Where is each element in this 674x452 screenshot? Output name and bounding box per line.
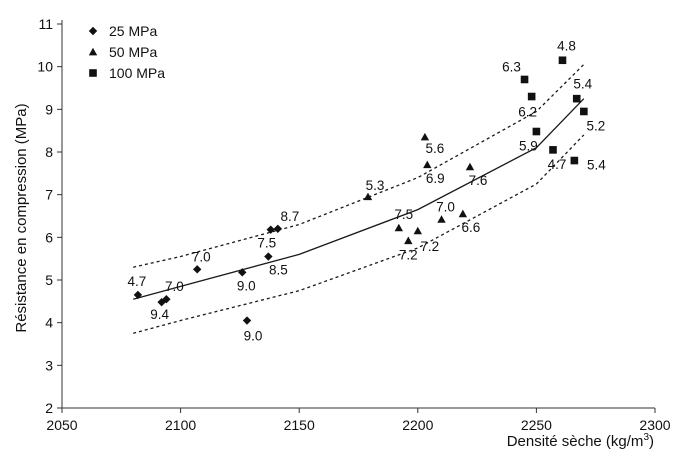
x-tick-label: 2050: [46, 417, 77, 433]
point-label: 8.5: [269, 263, 288, 278]
data-point-square: [558, 56, 567, 65]
y-tick-label: 4: [45, 315, 53, 331]
legend-label: 100 MPa: [109, 65, 165, 81]
legend-label: 25 MPa: [109, 23, 157, 39]
data-point-triangle: [437, 215, 446, 223]
point-label: 5.2: [586, 118, 605, 133]
point-label: 7.2: [420, 239, 439, 254]
point-label: 6.6: [461, 220, 480, 235]
point-label: 4.7: [548, 157, 567, 172]
y-tick-label: 7: [45, 187, 53, 203]
legend-label: 50 MPa: [109, 44, 157, 60]
data-point-square: [549, 146, 557, 154]
point-label: 7.0: [165, 279, 184, 294]
x-tick-label: 2300: [639, 417, 670, 433]
point-label: 5.6: [426, 141, 445, 156]
y-tick-label: 5: [45, 272, 53, 288]
data-point-triangle: [420, 132, 430, 141]
data-point-triangle: [465, 162, 475, 171]
upper-confidence-curve: [133, 64, 585, 268]
data-point-diamond: [133, 290, 143, 300]
point-label: 7.2: [399, 248, 418, 263]
data-point-square: [572, 94, 581, 103]
y-tick-label: 6: [45, 229, 53, 245]
point-label: 7.6: [469, 173, 488, 188]
data-point-triangle: [458, 209, 468, 218]
point-label: 9.0: [244, 329, 263, 344]
y-axis-label: Résistance en compression (MPa): [13, 103, 30, 332]
x-tick-label: 2200: [402, 417, 433, 433]
point-label: 6.9: [426, 171, 445, 186]
point-label: 4.8: [557, 38, 576, 53]
data-point-square: [527, 92, 536, 101]
data-point-square: [532, 127, 541, 136]
lower-confidence-curve: [133, 134, 585, 334]
data-point-diamond: [264, 252, 273, 261]
data-point-diamond: [242, 316, 252, 325]
x-tick-label: 2100: [165, 417, 196, 433]
point-label: 7.5: [394, 207, 413, 222]
data-point-diamond: [162, 295, 171, 304]
y-tick-label: 3: [45, 357, 53, 373]
x-axis-label-main: Densité sèche (kg/m: [507, 433, 644, 450]
x-axis-label: Densité sèche (kg/m3): [507, 432, 654, 450]
point-label: 9.4: [150, 307, 169, 322]
x-axis: 2050 2100 2150 2200 2250 2300: [46, 407, 671, 433]
point-label: 6.3: [502, 59, 521, 74]
point-label: 5.4: [587, 158, 606, 173]
y-tick-label: 9: [45, 101, 53, 117]
x-axis-label-superscript: 3: [643, 432, 649, 443]
y-tick-label: 10: [37, 59, 53, 75]
point-label: 5.4: [573, 77, 592, 92]
data-point-diamond: [273, 224, 283, 233]
data-point-triangle: [413, 226, 422, 235]
data-point-diamond: [238, 268, 247, 277]
data-point-square: [570, 156, 579, 165]
y-tick-label: 8: [45, 144, 53, 160]
point-label: 8.7: [280, 209, 299, 224]
legend-marker-square: [89, 69, 97, 77]
point-label: 9.0: [237, 278, 256, 293]
point-label: 6.2: [518, 105, 537, 120]
point-label: 7.5: [257, 236, 276, 251]
legend: 25 MPa 50 MPa 100 MPa: [88, 23, 165, 81]
legend-marker-triangle: [88, 47, 98, 56]
data-point-square: [580, 107, 588, 116]
data-point-triangle: [404, 236, 413, 245]
data-point-triangle: [394, 223, 404, 232]
legend-marker-diamond: [88, 26, 98, 36]
point-label: 4.7: [128, 274, 147, 289]
point-label: 5.3: [366, 178, 385, 193]
data-point-square: [520, 75, 529, 84]
y-axis: 2 3 4 5 6 7 8 9 10 11: [37, 16, 63, 416]
fit-curve: [133, 98, 585, 300]
x-tick-label: 2150: [284, 417, 315, 433]
data-point-diamond: [193, 265, 202, 274]
point-label: 7.0: [192, 249, 211, 264]
y-tick-label: 11: [38, 16, 53, 32]
point-label: 7.0: [436, 199, 455, 214]
data-point-triangle: [423, 160, 432, 169]
data-point-triangle: [363, 192, 373, 201]
x-axis-label-close: ): [649, 433, 654, 450]
y-tick-label: 2: [45, 400, 53, 416]
x-tick-label: 2250: [521, 417, 552, 433]
data-point-diamond: [266, 225, 275, 234]
point-label: 5.9: [519, 139, 538, 154]
